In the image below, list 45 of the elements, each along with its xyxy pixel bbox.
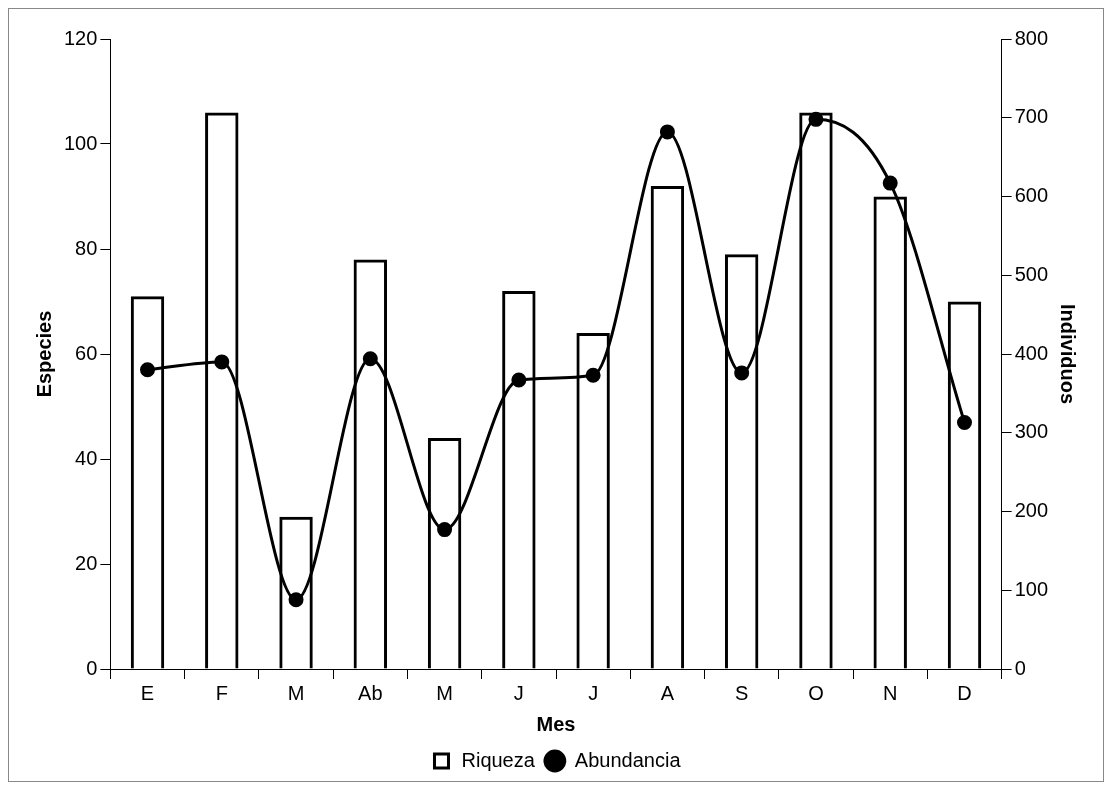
point — [957, 415, 972, 431]
point — [140, 362, 156, 378]
point — [734, 365, 750, 381]
point — [511, 372, 527, 388]
legend-label: Abundancia — [574, 748, 682, 771]
legend-label: Riqueza — [461, 748, 536, 771]
x-tick-label: E — [140, 681, 155, 704]
x-tick-label: F — [215, 681, 228, 704]
x-tick-label: J — [513, 681, 524, 704]
y-tick-label: 100 — [63, 131, 98, 154]
x-tick-label: M — [436, 681, 453, 704]
y2-tick-label: 500 — [1014, 262, 1049, 285]
x-tick-label: N — [883, 681, 898, 704]
point — [808, 111, 824, 127]
x-tick-label: A — [660, 681, 675, 704]
y2-tick-label: 400 — [1014, 341, 1049, 364]
point — [585, 367, 601, 383]
point — [437, 522, 453, 538]
x-tick-label: M — [287, 681, 305, 704]
y2-axis-title: Individuos — [1057, 304, 1080, 404]
point — [288, 592, 304, 608]
y2-tick-label: 600 — [1014, 184, 1049, 207]
point — [882, 175, 898, 191]
y-tick-label: 20 — [75, 551, 98, 574]
y-tick-label: 60 — [75, 341, 98, 364]
point — [214, 354, 230, 370]
point — [659, 124, 675, 140]
y-axis-title: Especies — [32, 310, 55, 398]
x-tick-label: J — [588, 681, 599, 704]
y2-tick-label: 300 — [1014, 420, 1049, 443]
x-tick-label: S — [735, 681, 749, 704]
y2-tick-label: 800 — [1014, 26, 1049, 49]
x-axis-title: Mes — [536, 712, 576, 735]
y2-tick-label: 700 — [1014, 105, 1049, 128]
y2-tick-label: 0 — [1014, 656, 1026, 679]
x-tick-label: D — [957, 681, 972, 704]
y2-tick-label: 200 — [1014, 499, 1049, 522]
point — [362, 351, 378, 367]
y-tick-label: 0 — [86, 656, 98, 679]
y2-tick-label: 100 — [1014, 577, 1049, 600]
y-tick-label: 40 — [75, 446, 98, 469]
x-tick-label: Ab — [358, 681, 383, 704]
x-tick-label: O — [808, 681, 824, 704]
y-tick-label: 80 — [75, 236, 98, 259]
y-tick-label: 120 — [63, 26, 98, 49]
